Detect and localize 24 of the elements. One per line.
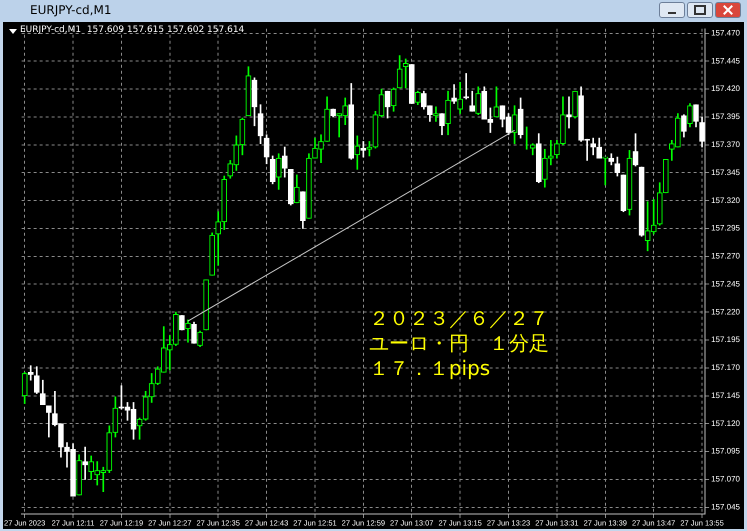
y-tick-label: 157.445 [711, 56, 741, 66]
annotation: １７．１pips [368, 356, 490, 380]
chart-title: EURJPY-cd,M1 [30, 3, 112, 17]
y-tick-label: 157.095 [711, 446, 741, 456]
y-tick-label: 157.245 [711, 279, 741, 288]
y-tick-label: 157.270 [711, 252, 741, 261]
y-tick-label: 157.470 [711, 28, 741, 38]
y-tick-label: 157.420 [711, 84, 741, 94]
candlestick [433, 106, 439, 122]
y-tick-label: 157.170 [711, 363, 741, 372]
y-tick-label: 157.295 [711, 224, 741, 233]
y-tick-label: 157.395 [711, 112, 741, 122]
chart-subtitle: EURJPY-cd,M1 157.609 157.615 157.602 157.614 [20, 25, 244, 35]
y-tick-label: 157.070 [711, 474, 741, 484]
y-tick-label: 157.195 [711, 335, 741, 344]
annotation: ユーロ・円 １分足 [368, 331, 549, 356]
y-tick-label: 157.370 [711, 140, 741, 150]
y-tick-label: 157.220 [711, 307, 741, 316]
y-tick-label: 157.145 [711, 390, 741, 400]
y-tick-label: 157.345 [711, 168, 741, 177]
y-tick-label: 157.045 [711, 502, 741, 512]
y-tick-label: 157.320 [711, 196, 741, 205]
annotation: ２０２３／６／２７ [368, 306, 549, 330]
y-tick-label: 157.120 [711, 418, 741, 428]
